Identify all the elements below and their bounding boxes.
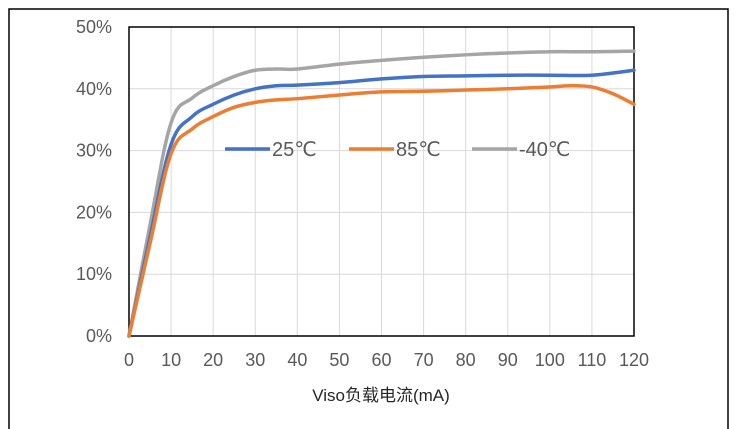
x-tick-label: 40 — [287, 350, 307, 370]
x-tick-label: 80 — [456, 350, 476, 370]
legend-label: 85℃ — [396, 139, 441, 161]
x-tick-label: 70 — [414, 350, 434, 370]
x-tick-label: 30 — [245, 350, 265, 370]
legend-label: 25℃ — [272, 139, 317, 161]
y-tick-label: 30% — [76, 141, 112, 161]
y-tick-label: 0% — [86, 326, 112, 346]
x-tick-label: 50 — [329, 350, 349, 370]
y-tick-label: 40% — [76, 79, 112, 99]
tick-labels: 0 10 20 30 40 50 60 70 80 90 100 110 120 0% 10% 20% 30% 4… — [76, 17, 649, 370]
x-tick-label: 100 — [535, 350, 565, 370]
x-axis-title: Viso负载电流(mA) — [312, 386, 450, 405]
x-tick-label: 120 — [619, 350, 649, 370]
legend: 25℃ 85℃ -40℃ — [225, 139, 570, 161]
series-lines — [127, 49, 636, 338]
x-tick-label: 0 — [124, 350, 134, 370]
x-tick-label: 90 — [498, 350, 518, 370]
series-line-25c — [127, 68, 636, 338]
series-line-minus40c — [127, 49, 636, 338]
y-tick-label: 50% — [76, 17, 112, 37]
x-tick-label: 110 — [578, 350, 607, 370]
y-tick-label: 10% — [76, 264, 112, 284]
plot-area-border — [128, 26, 635, 337]
x-tick-label: 60 — [371, 350, 391, 370]
series-line-85c — [127, 83, 636, 338]
x-tick-label: 10 — [161, 350, 181, 370]
legend-label: -40℃ — [519, 139, 570, 161]
y-tick-label: 20% — [76, 202, 112, 222]
x-tick-label: 20 — [203, 350, 223, 370]
